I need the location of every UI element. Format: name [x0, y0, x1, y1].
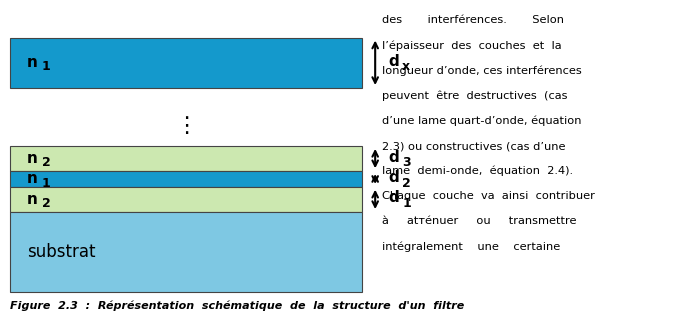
Text: d: d: [389, 170, 400, 185]
Text: d: d: [389, 149, 400, 165]
Text: 1: 1: [402, 197, 411, 210]
Text: 2: 2: [42, 156, 51, 169]
Text: peuvent  être  destructives  (cas: peuvent être destructives (cas: [382, 90, 567, 101]
Text: 1: 1: [42, 60, 51, 73]
Text: lame  demi-onde,  équation  2.4).: lame demi-onde, équation 2.4).: [382, 166, 573, 176]
Text: Figure  2.3  :  Réprésentation  schématique  de  la  structure  d'un  filtre: Figure 2.3 : Réprésentation schématique …: [10, 300, 464, 311]
Text: n: n: [27, 151, 38, 166]
Text: 2: 2: [402, 176, 411, 190]
Text: intégralement    une    certaine: intégralement une certaine: [382, 241, 560, 252]
Text: l’épaisseur  des  couches  et  la: l’épaisseur des couches et la: [382, 40, 562, 51]
Text: d: d: [389, 54, 400, 69]
Bar: [10, 171, 362, 187]
Text: des       interférences.       Selon: des interférences. Selon: [382, 15, 564, 25]
Text: Chaque  couche  va  ainsi  contribuer: Chaque couche va ainsi contribuer: [382, 191, 595, 201]
Text: n: n: [27, 192, 38, 207]
Text: n: n: [27, 55, 38, 70]
Bar: [10, 146, 362, 171]
Text: d’une lame quart-d’onde, équation: d’une lame quart-d’onde, équation: [382, 116, 581, 126]
Bar: [10, 38, 362, 88]
Text: 3: 3: [402, 156, 411, 169]
Text: x: x: [402, 60, 410, 73]
Text: 2.3) ou constructives (cas d’une: 2.3) ou constructives (cas d’une: [382, 141, 565, 151]
Bar: [10, 212, 362, 292]
Text: substrat: substrat: [27, 243, 95, 261]
Text: à     atтénuer     ou     transmettre: à atтénuer ou transmettre: [382, 216, 577, 226]
Text: 2: 2: [42, 197, 51, 210]
Text: d: d: [389, 190, 400, 205]
Text: 1: 1: [42, 176, 51, 190]
Text: ⋮: ⋮: [175, 116, 197, 136]
Text: longueur d’onde, ces interférences: longueur d’onde, ces interférences: [382, 65, 581, 76]
Text: n: n: [27, 171, 38, 187]
Bar: [10, 187, 362, 212]
